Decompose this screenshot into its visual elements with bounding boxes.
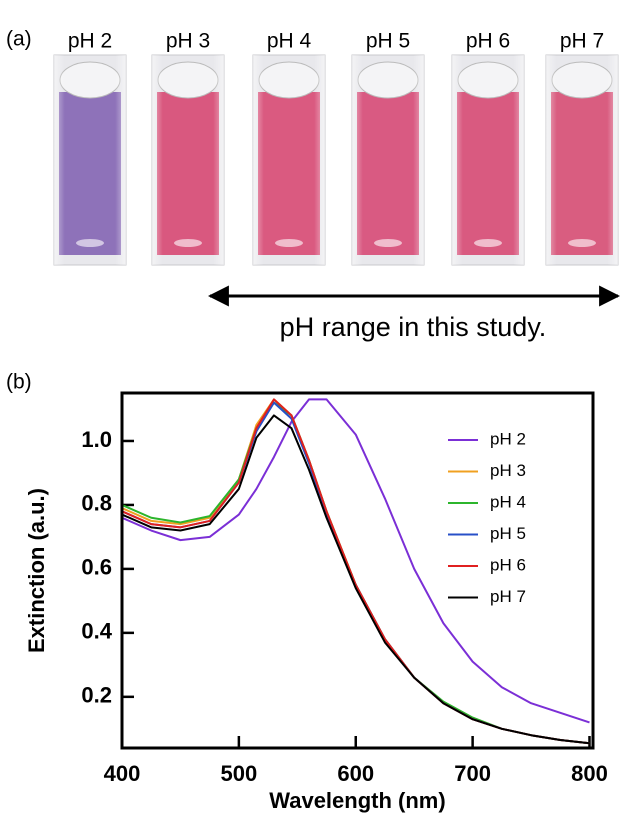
cuvette-label: pH 5 [366, 30, 410, 53]
y-tick-label: 0.4 [81, 619, 112, 644]
series-line [121, 414, 590, 745]
series-line [121, 398, 590, 724]
legend-label: pH 7 [490, 587, 526, 606]
y-axis-title: Extinction (a.u.) [24, 488, 49, 653]
cuvette [53, 54, 127, 266]
legend-label: pH 3 [490, 461, 526, 480]
cuvette [351, 54, 425, 266]
y-tick-label: 0.6 [81, 555, 112, 580]
plot: 400 500 600 700 800 0.2 0.4 0.6 0.8 1.0 pH 2 pH 3 pH… [24, 391, 608, 813]
legend-label: pH 6 [490, 555, 526, 574]
x-tick-label: 800 [571, 761, 608, 786]
x-tick-label: 700 [454, 761, 491, 786]
y-tick-label: 0.2 [81, 683, 112, 708]
cuvette-label: pH 7 [560, 30, 604, 53]
legend-label: pH 5 [490, 524, 526, 543]
cuvette [545, 54, 619, 266]
glass [452, 55, 524, 265]
legend-label: pH 4 [490, 492, 526, 511]
x-tick-label: 500 [221, 761, 258, 786]
x-tick-label: 400 [104, 761, 141, 786]
cuvette-label: pH 3 [166, 30, 210, 53]
panel-label: (b) [6, 371, 32, 394]
y-tick-label: 1.0 [81, 427, 112, 452]
x-axis-title: Wavelength (nm) [269, 788, 445, 813]
glass [546, 55, 618, 265]
panel-label: (a) [6, 28, 32, 51]
cuvette-label: pH 6 [466, 30, 510, 53]
cuvette [252, 54, 326, 266]
legend-label: pH 2 [490, 429, 526, 448]
x-tick-label: 600 [337, 761, 374, 786]
cuvette [451, 54, 525, 266]
cuvette [151, 54, 225, 266]
glass [352, 55, 424, 265]
cuvette-label: pH 2 [68, 30, 112, 53]
y-tick-label: 0.8 [81, 491, 112, 516]
glass [54, 55, 126, 265]
glass [253, 55, 325, 265]
cuvette-label: pH 4 [267, 30, 312, 53]
plot-frame [120, 391, 595, 750]
range-note: pH range in this study. [280, 312, 547, 342]
glass [152, 55, 224, 265]
cuvettes [53, 54, 619, 266]
